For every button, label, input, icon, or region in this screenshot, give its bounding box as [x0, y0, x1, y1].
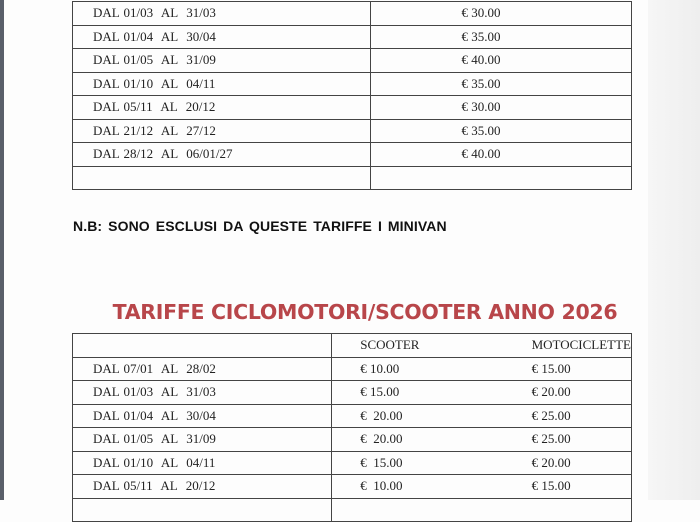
table-row: DAL 01/04 AL 30/04 € 20.00 € 25.00: [71, 403, 632, 428]
moto-price-cell: [497, 497, 632, 522]
moto-price-cell: € 25.00: [497, 427, 632, 452]
table-row: DAL 05/11 AL 20/12 € 30.00: [72, 95, 632, 120]
scooter-price-cell: [331, 497, 498, 522]
table-row: DAL 01/05 AL 31/09 € 20.00 € 25.00: [71, 427, 632, 452]
table-row: DAL 21/12 AL 27/12 € 35.00: [72, 118, 632, 143]
moto-price-cell: € 20.00: [497, 380, 632, 405]
table-row: DAL 01/03 AL 31/03 € 30.00: [72, 1, 632, 26]
moto-price-cell: € 25.00: [497, 403, 632, 428]
table-row: [72, 165, 632, 190]
price-cell: [370, 165, 632, 190]
scooter-price-cell: € 20.00: [331, 427, 498, 452]
car-rates-table: DAL 01/03 AL 31/03 € 30.00 DAL 01/04 AL 30…: [72, 1, 632, 190]
moto-price-cell: € 15.00: [497, 474, 632, 499]
scan-edge-left: [0, 0, 4, 500]
scooter-rates-title: TARIFFE CICLOMOTORI/SCOOTER ANNO 2026: [112, 300, 618, 324]
table-row: DAL 01/04 AL 30/04 € 35.00: [72, 24, 632, 49]
header-scooter: SCOOTER: [331, 333, 498, 358]
period-cell: [71, 497, 333, 522]
table-row: DAL 01/10 AL 04/11 € 15.00 € 20.00: [71, 450, 632, 475]
period-cell: [72, 165, 371, 190]
scooter-rates-table: SCOOTER MOTOCICLETTE DAL 07/01 AL 28/02 € 1…: [71, 333, 632, 522]
table-row: DAL 07/01 AL 28/02 € 10.00 € 15.00: [71, 356, 632, 381]
scooter-price-cell: € 10.00: [331, 474, 498, 499]
period-cell: DAL 01/10 AL 04/11: [72, 71, 371, 96]
period-cell: DAL 01/05 AL 31/09: [72, 48, 371, 73]
price-cell: € 35.00: [370, 71, 632, 96]
period-cell: DAL 01/10 AL 04/11: [71, 450, 333, 475]
price-cell: € 35.00: [370, 118, 632, 143]
minivan-exclusion-note: N.B: SONO ESCLUSI DA QUESTE TARIFFE I MI…: [73, 218, 447, 234]
scan-edge-right: [648, 0, 700, 500]
scooter-price-cell: € 10.00: [331, 356, 498, 381]
period-cell: DAL 01/05 AL 31/09: [71, 427, 333, 452]
period-cell: DAL 01/04 AL 30/04: [72, 24, 371, 49]
table-row: DAL 01/05 AL 31/09 € 40.00: [72, 48, 632, 73]
table-row: DAL 01/03 AL 31/03 € 15.00 € 20.00: [71, 380, 632, 405]
table-row: DAL 28/12 AL 06/01/27 € 40.00: [72, 142, 632, 167]
table-row: DAL 01/10 AL 04/11 € 35.00: [72, 71, 632, 96]
header-row: SCOOTER MOTOCICLETTE: [71, 333, 632, 358]
price-cell: € 40.00: [370, 48, 632, 73]
moto-price-cell: € 20.00: [497, 450, 632, 475]
period-cell: DAL 05/11 AL 20/12: [71, 474, 333, 499]
moto-price-cell: € 15.00: [497, 356, 632, 381]
price-cell: € 40.00: [370, 142, 632, 167]
period-cell: DAL 21/12 AL 27/12: [72, 118, 371, 143]
header-motociclette: MOTOCICLETTE: [497, 333, 632, 358]
period-cell: DAL 01/03 AL 31/03: [72, 1, 371, 26]
header-cell: [71, 333, 333, 358]
price-cell: € 30.00: [370, 95, 632, 120]
table-row: [71, 497, 632, 522]
price-cell: € 30.00: [370, 1, 632, 26]
period-cell: DAL 01/04 AL 30/04: [71, 403, 333, 428]
scooter-price-cell: € 20.00: [331, 403, 498, 428]
scooter-price-cell: € 15.00: [331, 450, 498, 475]
table-row: DAL 05/11 AL 20/12 € 10.00 € 15.00: [71, 474, 632, 499]
period-cell: DAL 01/03 AL 31/03: [71, 380, 333, 405]
scooter-price-cell: € 15.00: [331, 380, 498, 405]
price-cell: € 35.00: [370, 24, 632, 49]
period-cell: DAL 05/11 AL 20/12: [72, 95, 371, 120]
period-cell: DAL 07/01 AL 28/02: [71, 356, 333, 381]
period-cell: DAL 28/12 AL 06/01/27: [72, 142, 371, 167]
